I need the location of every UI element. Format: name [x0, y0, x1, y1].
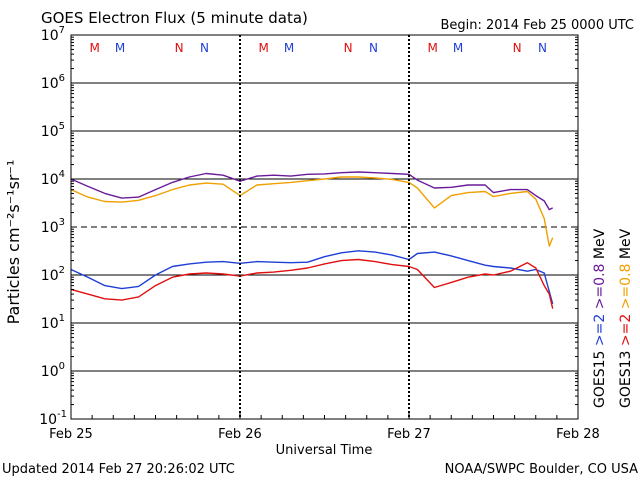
x-tick-label: Feb 26 — [218, 427, 262, 442]
marker-letter: M — [453, 41, 463, 55]
legend-text: GOES13 — [618, 346, 634, 408]
legend-text: >=2 — [618, 309, 634, 346]
marker-letter: M — [427, 41, 437, 55]
y-tick-label: 104 — [41, 169, 65, 188]
x-tick-label: Feb 25 — [49, 427, 93, 442]
y-tick-label: 106 — [41, 73, 65, 92]
legend-goes15: GOES15 >=2 >=0.8 MeV — [592, 228, 608, 408]
legend-text: >=0.8 — [592, 259, 608, 309]
legend-text: GOES15 — [592, 346, 608, 408]
y-tick-label: 105 — [41, 121, 65, 140]
legend-text: >=0.8 — [618, 259, 634, 309]
legend-text: MeV — [592, 228, 608, 259]
series-line-g13_08 — [70, 176, 554, 247]
x-axis-label: Universal Time — [276, 443, 373, 458]
grid-lines — [71, 82, 578, 372]
series-line-g15_08 — [70, 171, 554, 211]
x-tick-label: Feb 27 — [387, 427, 431, 442]
data-series — [70, 171, 554, 309]
legend: GOES15 >=2 >=0.8 MeV GOES13 >=2 >=0.8 Me… — [592, 228, 634, 408]
marker-letter: N — [344, 41, 353, 55]
legend-text: MeV — [618, 228, 634, 259]
x-axis: Feb 25 Feb 26 Feb 27 Feb 28 — [49, 411, 600, 442]
y-tick-label: 100 — [41, 361, 65, 380]
y-axis-label: Particles cm⁻²s⁻¹sr⁻¹ — [4, 160, 23, 325]
marker-letter: N — [200, 41, 209, 55]
marker-letter: N — [538, 41, 547, 55]
y-axis: 107 106 105 104 103 102 101 100 10-1 — [39, 25, 578, 428]
y-tick-label: 103 — [41, 217, 65, 236]
marker-letter: N — [175, 41, 184, 55]
marker-letter: N — [369, 41, 378, 55]
series-line-goes15 — [70, 250, 554, 305]
marker-letter: M — [115, 41, 125, 55]
marker-letter: M — [284, 41, 294, 55]
day-boundary-ticks — [239, 35, 410, 419]
y-tick-label: 107 — [41, 25, 65, 44]
x-tick-label: Feb 28 — [556, 427, 600, 442]
series-line-goes13 — [70, 258, 554, 309]
footer-updated: Updated 2014 Feb 27 20:26:02 UTC — [2, 462, 235, 477]
marker-letter: N — [513, 41, 522, 55]
legend-goes13: GOES13 >=2 >=0.8 MeV — [618, 228, 634, 408]
marker-letter: M — [258, 41, 268, 55]
legend-text: >=2 — [592, 309, 608, 346]
begin-label: Begin: 2014 Feb 25 0000 UTC — [440, 18, 634, 33]
y-tick-label: 102 — [41, 265, 65, 284]
marker-letter: M — [89, 41, 99, 55]
footer-credit: NOAA/SWPC Boulder, CO USA — [445, 462, 638, 477]
y-tick-label: 10-1 — [39, 409, 67, 428]
y-tick-label: 101 — [41, 313, 65, 332]
chart-title: GOES Electron Flux (5 minute data) — [41, 9, 308, 27]
